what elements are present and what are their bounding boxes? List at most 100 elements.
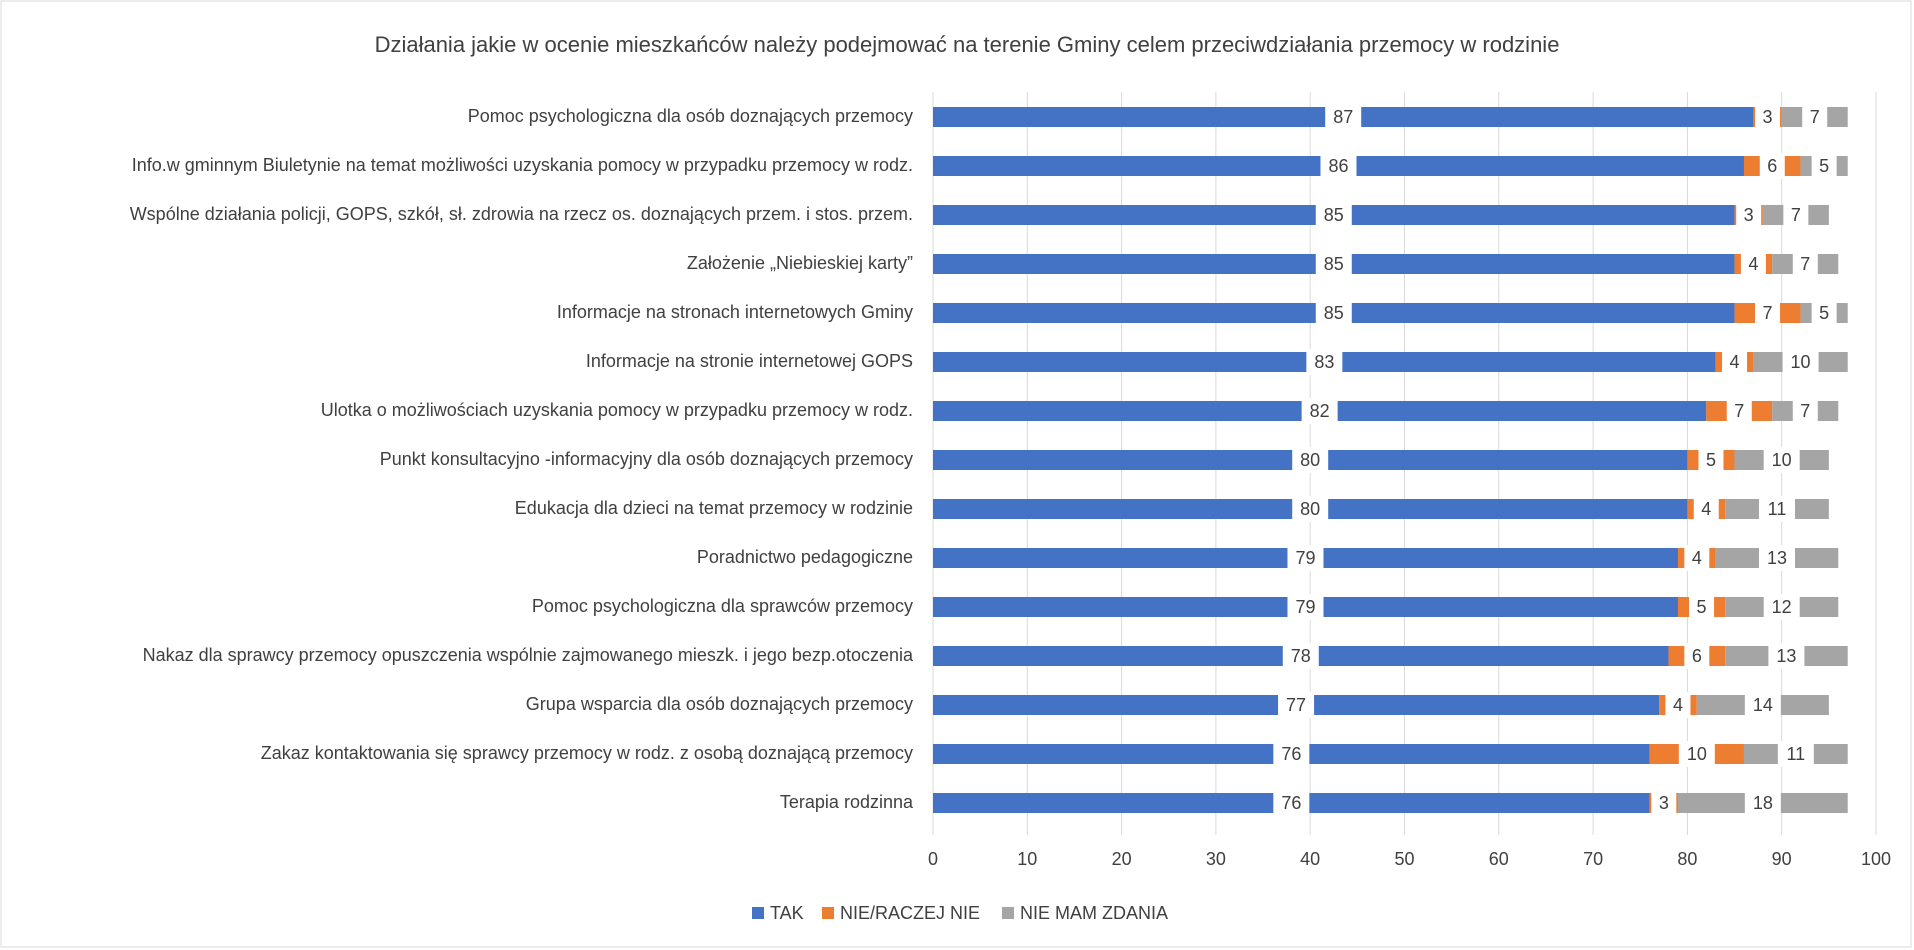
x-tick-label: 30 bbox=[1206, 849, 1226, 869]
x-tick-label: 80 bbox=[1677, 849, 1697, 869]
y-tick-label: Zakaz kontaktowania się sprawcy przemocy… bbox=[261, 743, 913, 763]
data-label: 18 bbox=[1753, 793, 1773, 813]
data-label: 4 bbox=[1748, 254, 1758, 274]
data-label: 76 bbox=[1281, 744, 1301, 764]
data-label: 6 bbox=[1767, 156, 1777, 176]
data-label: 7 bbox=[1791, 205, 1801, 225]
data-label: 11 bbox=[1787, 744, 1806, 764]
y-tick-label: Punkt konsultacyjno -informacyjny dla os… bbox=[380, 449, 913, 469]
x-tick-label: 100 bbox=[1861, 849, 1891, 869]
data-label-bg bbox=[1763, 594, 1800, 620]
data-label-bg bbox=[1292, 447, 1329, 473]
data-label: 80 bbox=[1300, 450, 1320, 470]
data-label-bg bbox=[1792, 251, 1818, 277]
data-label-bg bbox=[1777, 741, 1814, 767]
data-label: 83 bbox=[1314, 352, 1334, 372]
data-label: 6 bbox=[1692, 646, 1702, 666]
data-label: 85 bbox=[1324, 205, 1344, 225]
x-tick-label: 0 bbox=[928, 849, 938, 869]
y-tick-label: Terapia rodzinna bbox=[780, 792, 914, 812]
data-label: 85 bbox=[1324, 254, 1344, 274]
legend-label: NIE MAM ZDANIA bbox=[1020, 903, 1168, 923]
data-label-bg bbox=[1684, 643, 1710, 669]
data-label-bg bbox=[1278, 692, 1315, 718]
data-label-bg bbox=[1315, 300, 1352, 326]
data-label: 87 bbox=[1333, 107, 1353, 127]
y-tick-label: Wspólne działania policji, GOPS, szkół, … bbox=[130, 204, 913, 224]
data-label-bg bbox=[1744, 692, 1781, 718]
data-label: 7 bbox=[1810, 107, 1820, 127]
data-label-bg bbox=[1282, 643, 1319, 669]
x-tick-label: 50 bbox=[1394, 849, 1414, 869]
data-label-bg bbox=[1306, 349, 1343, 375]
data-label-bg bbox=[1325, 104, 1362, 130]
x-tick-label: 90 bbox=[1772, 849, 1792, 869]
data-label: 80 bbox=[1300, 499, 1320, 519]
y-tick-label: Info.w gminnym Biuletynie na temat możli… bbox=[132, 155, 913, 175]
data-label: 12 bbox=[1772, 597, 1792, 617]
y-tick-label: Grupa wsparcia dla osób doznających prze… bbox=[526, 694, 913, 714]
data-label-bg bbox=[1755, 104, 1781, 130]
data-label-bg bbox=[1802, 104, 1828, 130]
data-label-bg bbox=[1744, 790, 1781, 816]
data-label-bg bbox=[1684, 545, 1710, 571]
y-tick-label: Ulotka o możliwościach uzyskania pomocy … bbox=[321, 400, 913, 420]
data-label: 5 bbox=[1819, 303, 1829, 323]
x-tick-label: 20 bbox=[1112, 849, 1132, 869]
y-tick-label: Założenie „Niebieskiej karty” bbox=[687, 253, 913, 273]
data-label: 78 bbox=[1291, 646, 1311, 666]
data-label-bg bbox=[1811, 300, 1837, 326]
data-label-bg bbox=[1792, 398, 1818, 424]
data-label: 14 bbox=[1753, 695, 1773, 715]
data-label: 4 bbox=[1673, 695, 1683, 715]
data-label-bg bbox=[1301, 398, 1338, 424]
x-tick-label: 60 bbox=[1489, 849, 1509, 869]
data-label: 3 bbox=[1763, 107, 1773, 127]
data-label-bg bbox=[1689, 594, 1715, 620]
data-label: 7 bbox=[1734, 401, 1744, 421]
data-label-bg bbox=[1315, 251, 1352, 277]
data-label-bg bbox=[1665, 692, 1691, 718]
data-label-bg bbox=[1678, 741, 1715, 767]
data-label-bg bbox=[1651, 790, 1677, 816]
data-label-bg bbox=[1768, 643, 1805, 669]
data-label: 4 bbox=[1692, 548, 1702, 568]
x-tick-label: 10 bbox=[1017, 849, 1037, 869]
data-label: 79 bbox=[1295, 548, 1315, 568]
data-label: 79 bbox=[1295, 597, 1315, 617]
data-label-bg bbox=[1758, 496, 1795, 522]
data-label-bg bbox=[1763, 447, 1800, 473]
data-label: 85 bbox=[1324, 303, 1344, 323]
data-label: 3 bbox=[1744, 205, 1754, 225]
data-label-bg bbox=[1726, 398, 1752, 424]
data-label: 3 bbox=[1659, 793, 1669, 813]
data-label: 7 bbox=[1800, 254, 1810, 274]
legend-swatch bbox=[822, 907, 834, 919]
data-label: 86 bbox=[1328, 156, 1348, 176]
y-tick-label: Informacje na stronie internetowej GOPS bbox=[586, 351, 913, 371]
data-label: 4 bbox=[1730, 352, 1740, 372]
data-label-bg bbox=[1273, 741, 1310, 767]
y-tick-label: Informacje na stronach internetowych Gmi… bbox=[557, 302, 913, 322]
data-label: 13 bbox=[1767, 548, 1787, 568]
data-label-bg bbox=[1273, 790, 1310, 816]
y-tick-label: Pomoc psychologiczna dla osób doznającyc… bbox=[468, 106, 913, 126]
data-label-bg bbox=[1292, 496, 1329, 522]
data-label-bg bbox=[1759, 153, 1785, 179]
data-label-bg bbox=[1315, 202, 1352, 228]
data-label-bg bbox=[1755, 300, 1781, 326]
data-label-bg bbox=[1320, 153, 1357, 179]
data-label: 82 bbox=[1310, 401, 1330, 421]
data-label: 7 bbox=[1763, 303, 1773, 323]
x-tick-label: 40 bbox=[1300, 849, 1320, 869]
data-label: 10 bbox=[1772, 450, 1792, 470]
data-label: 5 bbox=[1819, 156, 1829, 176]
data-label-bg bbox=[1287, 545, 1324, 571]
data-label: 4 bbox=[1701, 499, 1711, 519]
data-label-bg bbox=[1736, 202, 1762, 228]
data-label-bg bbox=[1811, 153, 1837, 179]
data-label-bg bbox=[1740, 251, 1766, 277]
data-label-bg bbox=[1783, 202, 1809, 228]
y-tick-label: Nakaz dla sprawcy przemocy opuszczenia w… bbox=[143, 645, 914, 665]
